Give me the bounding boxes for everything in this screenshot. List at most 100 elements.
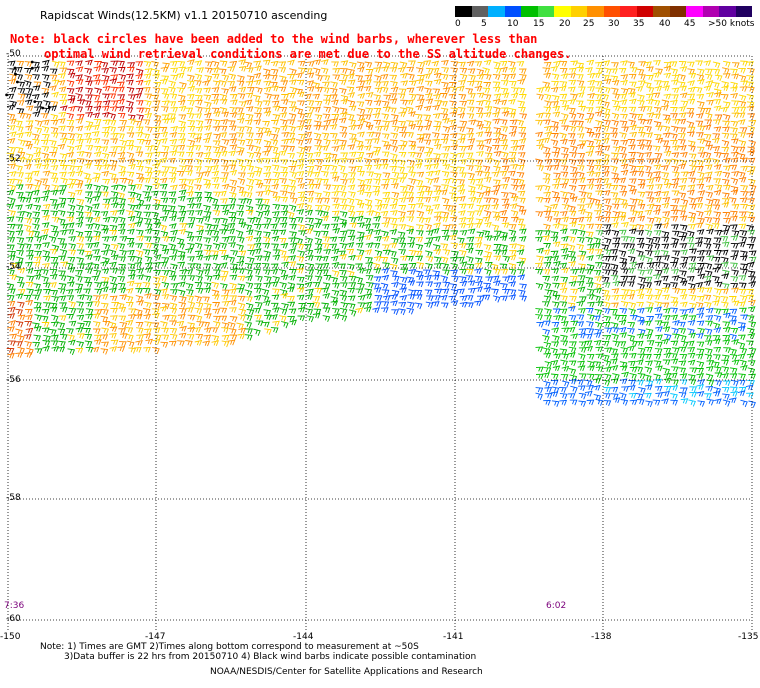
wind-barb [618, 341, 627, 347]
wind-barb [712, 119, 721, 125]
wind-barb [602, 216, 611, 223]
wind-barb [16, 132, 24, 139]
wind-barb [161, 293, 170, 300]
wind-barb [297, 60, 306, 67]
wind-barb [542, 119, 551, 126]
wind-barb [559, 60, 568, 67]
wind-barb [508, 60, 516, 68]
wind-barb [365, 92, 374, 98]
wind-barb [221, 254, 229, 261]
wind-barb [712, 266, 720, 273]
wind-barb [202, 80, 210, 86]
wind-barb [204, 67, 213, 74]
wind-barb [500, 144, 509, 151]
wind-barb [628, 178, 637, 185]
wind-barb [712, 256, 721, 263]
wind-barb [355, 254, 363, 261]
wind-barb [737, 171, 746, 179]
wind-barb [169, 295, 178, 302]
wind-barb [244, 224, 253, 231]
wind-barb [499, 60, 508, 67]
wind-barb [151, 249, 159, 255]
wind-barb [746, 315, 755, 322]
lat-label-50: -50 [6, 49, 21, 59]
wind-barb [493, 255, 502, 262]
wind-barb [338, 263, 346, 270]
wind-barb [25, 261, 33, 268]
wind-barb [204, 244, 212, 251]
wind-barb [638, 386, 646, 394]
wind-barb [509, 243, 518, 250]
wind-barb [398, 308, 406, 316]
wind-barb [236, 255, 245, 263]
wind-barb [136, 165, 144, 172]
wind-barb [442, 87, 451, 93]
wind-barb [712, 198, 721, 206]
wind-barb [594, 287, 602, 294]
wind-barb [459, 100, 468, 107]
wind-barb [84, 230, 93, 237]
wind-barb [263, 107, 271, 113]
wind-barb [670, 358, 679, 365]
wind-barb [653, 60, 661, 66]
wind-barb [696, 390, 705, 397]
wind-barb [722, 73, 731, 79]
wind-barb [712, 81, 720, 89]
contamination-dot [48, 105, 51, 109]
wind-barb [491, 235, 500, 241]
wind-barb [381, 81, 389, 87]
wind-barb [58, 73, 66, 79]
wind-barb [577, 275, 586, 282]
wind-barb [592, 198, 601, 206]
wind-barb [187, 314, 196, 321]
wind-barb [262, 204, 271, 212]
wind-barb [678, 367, 687, 374]
wind-barb [8, 210, 16, 217]
wind-barb [559, 315, 567, 323]
wind-barb [313, 106, 321, 113]
wind-barb [628, 275, 636, 282]
wind-barb [457, 188, 466, 195]
wind-barb [663, 385, 672, 392]
wind-barb [59, 243, 68, 250]
wind-barb [263, 178, 272, 185]
wind-barb [76, 301, 84, 308]
wind-barb [672, 171, 680, 179]
wind-barb [288, 237, 296, 244]
wind-barb [50, 177, 59, 184]
wind-barb [501, 191, 509, 199]
wind-barb [151, 211, 159, 219]
wind-barb [7, 268, 15, 276]
footer-note-2: 3)Data buffer is 22 hrs from 20150710 4)… [64, 652, 477, 662]
wind-barb [298, 302, 307, 309]
wind-barb [559, 262, 568, 269]
wind-barb [679, 66, 688, 72]
wind-barb [323, 106, 332, 113]
wind-barb [423, 205, 432, 212]
wind-barb [687, 242, 695, 249]
wind-barb [416, 230, 424, 237]
wind-barb [272, 320, 280, 327]
wind-barb [474, 268, 482, 274]
wind-barb [195, 151, 204, 158]
wind-barb [178, 114, 187, 121]
wind-barb [493, 151, 502, 157]
wind-barb [271, 178, 280, 185]
wind-barb [127, 191, 136, 198]
wind-barb [416, 94, 425, 101]
wind-barb [186, 334, 195, 340]
wind-barb [338, 250, 346, 257]
wind-barb [229, 334, 238, 341]
wind-barb [570, 178, 578, 185]
wind-barb [212, 294, 220, 301]
wind-barb [142, 308, 151, 315]
wind-barb [382, 217, 391, 224]
wind-barb [25, 87, 34, 95]
wind-barb [288, 113, 297, 121]
wind-barb [17, 301, 25, 309]
wind-barb [195, 158, 203, 166]
wind-barb [372, 190, 381, 197]
wind-barb [457, 256, 465, 263]
wind-barb [397, 177, 406, 184]
wind-barb [568, 368, 577, 376]
